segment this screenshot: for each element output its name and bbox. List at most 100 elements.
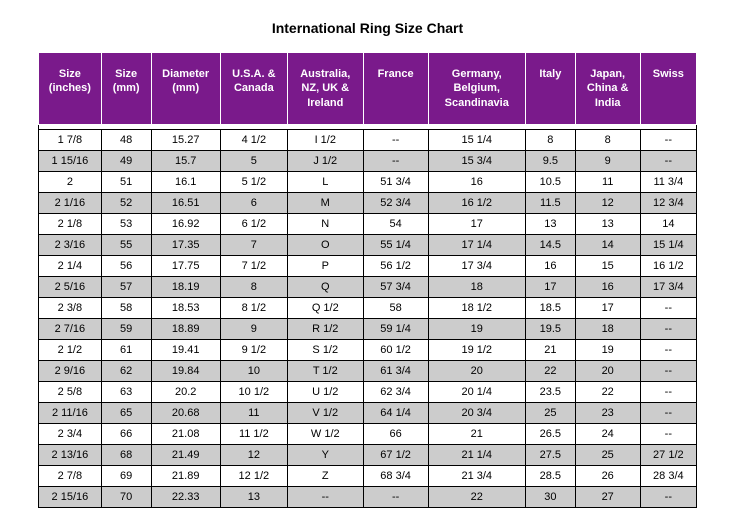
table-cell: 27.5: [525, 444, 575, 465]
table-cell: 15.7: [151, 150, 220, 171]
table-row: 1 15/164915.75J 1/2--15 3/49.59--: [39, 150, 697, 171]
table-cell: 52 3/4: [363, 192, 428, 213]
table-cell: 26.5: [525, 423, 575, 444]
table-cell: 68: [101, 444, 151, 465]
table-cell: 1 7/8: [39, 129, 102, 150]
table-cell: 14.5: [525, 234, 575, 255]
table-cell: 48: [101, 129, 151, 150]
table-cell: W 1/2: [287, 423, 363, 444]
col-header: Australia, NZ, UK & Ireland: [287, 53, 363, 125]
table-cell: 2 1/4: [39, 255, 102, 276]
table-cell: 18 1/2: [428, 297, 525, 318]
table-cell: 64 1/4: [363, 402, 428, 423]
table-cell: 58: [101, 297, 151, 318]
table-row: 2 9/166219.8410T 1/261 3/4202220--: [39, 360, 697, 381]
table-cell: 49: [101, 150, 151, 171]
table-cell: --: [363, 129, 428, 150]
table-cell: 19.41: [151, 339, 220, 360]
table-cell: --: [287, 486, 363, 507]
table-row: 2 1/85316.926 1/2N5417131314: [39, 213, 697, 234]
table-cell: 27 1/2: [640, 444, 696, 465]
table-cell: 51: [101, 171, 151, 192]
table-cell: 12 3/4: [640, 192, 696, 213]
table-cell: 16.51: [151, 192, 220, 213]
table-cell: 15 1/4: [640, 234, 696, 255]
table-cell: 19.84: [151, 360, 220, 381]
table-cell: --: [640, 339, 696, 360]
table-cell: 61: [101, 339, 151, 360]
table-cell: 8: [575, 129, 640, 150]
table-cell: --: [640, 381, 696, 402]
table-cell: 15 3/4: [428, 150, 525, 171]
table-cell: 19 1/2: [428, 339, 525, 360]
table-cell: 28.5: [525, 465, 575, 486]
table-cell: 19: [428, 318, 525, 339]
table-cell: 66: [101, 423, 151, 444]
table-cell: 6: [220, 192, 287, 213]
table-cell: 2 13/16: [39, 444, 102, 465]
table-cell: 22: [525, 360, 575, 381]
table-cell: --: [363, 486, 428, 507]
table-cell: P: [287, 255, 363, 276]
table-cell: 16.92: [151, 213, 220, 234]
table-cell: 7 1/2: [220, 255, 287, 276]
table-cell: 2 15/16: [39, 486, 102, 507]
table-cell: 2 7/8: [39, 465, 102, 486]
table-cell: 17 3/4: [428, 255, 525, 276]
table-cell: 22.33: [151, 486, 220, 507]
table-row: 2 1/165216.516M52 3/416 1/211.51212 3/4: [39, 192, 697, 213]
table-cell: 30: [525, 486, 575, 507]
table-cell: 19.5: [525, 318, 575, 339]
table-cell: 18.89: [151, 318, 220, 339]
table-cell: 20.68: [151, 402, 220, 423]
table-cell: 54: [363, 213, 428, 234]
ring-size-table: Size (inches) Size (mm) Diameter (mm) U.…: [38, 52, 697, 508]
table-cell: --: [640, 150, 696, 171]
table-cell: 16 1/2: [428, 192, 525, 213]
table-cell: 17.75: [151, 255, 220, 276]
table-cell: 58: [363, 297, 428, 318]
table-cell: 15.27: [151, 129, 220, 150]
table-cell: 8: [220, 276, 287, 297]
table-cell: R 1/2: [287, 318, 363, 339]
table-cell: 14: [640, 213, 696, 234]
col-header: Size (mm): [101, 53, 151, 125]
table-cell: 23: [575, 402, 640, 423]
col-header: Size (inches): [39, 53, 102, 125]
table-cell: 15 1/4: [428, 129, 525, 150]
table-cell: 21.49: [151, 444, 220, 465]
table-row: 2 7/86921.8912 1/2Z68 3/421 3/428.52628 …: [39, 465, 697, 486]
table-row: 2 5/86320.210 1/2U 1/262 3/420 1/423.522…: [39, 381, 697, 402]
table-cell: Q 1/2: [287, 297, 363, 318]
table-cell: --: [363, 150, 428, 171]
table-cell: 20 3/4: [428, 402, 525, 423]
table-cell: 11.5: [525, 192, 575, 213]
table-cell: 26: [575, 465, 640, 486]
table-cell: 8 1/2: [220, 297, 287, 318]
chart-title: International Ring Size Chart: [38, 20, 697, 36]
table-cell: 20: [575, 360, 640, 381]
table-cell: 18: [428, 276, 525, 297]
table-header-row: Size (inches) Size (mm) Diameter (mm) U.…: [39, 53, 697, 125]
table-cell: 12 1/2: [220, 465, 287, 486]
table-cell: 20: [428, 360, 525, 381]
table-cell: 62 3/4: [363, 381, 428, 402]
table-cell: Y: [287, 444, 363, 465]
table-cell: 5 1/2: [220, 171, 287, 192]
table-row: 2 7/165918.899R 1/259 1/41919.518--: [39, 318, 697, 339]
table-cell: 17: [575, 297, 640, 318]
table-cell: 55: [101, 234, 151, 255]
col-header: Italy: [525, 53, 575, 125]
table-cell: 20 1/4: [428, 381, 525, 402]
table-cell: 4 1/2: [220, 129, 287, 150]
table-cell: 16: [428, 171, 525, 192]
table-cell: M: [287, 192, 363, 213]
table-cell: 2 3/4: [39, 423, 102, 444]
table-row: 2 5/165718.198Q57 3/418171617 3/4: [39, 276, 697, 297]
table-cell: 60 1/2: [363, 339, 428, 360]
table-cell: 14: [575, 234, 640, 255]
table-cell: 18.19: [151, 276, 220, 297]
table-cell: 18.5: [525, 297, 575, 318]
table-cell: 17.35: [151, 234, 220, 255]
table-row: 2 15/167022.3313----223027--: [39, 486, 697, 507]
